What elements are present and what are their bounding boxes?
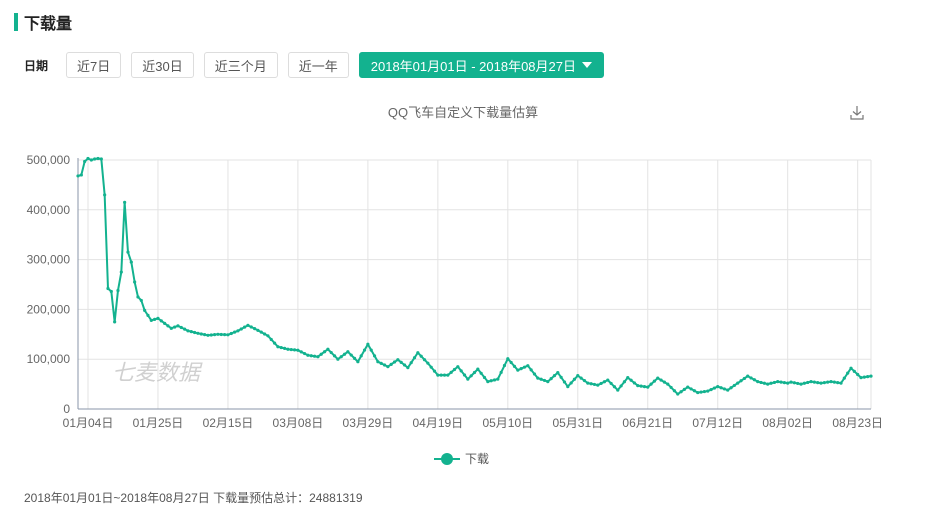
legend-marker-icon: [434, 452, 460, 465]
download-icon[interactable]: [848, 104, 866, 122]
svg-text:100,000: 100,000: [27, 352, 71, 366]
svg-text:400,000: 400,000: [27, 203, 71, 217]
date-range-picker[interactable]: 2018年01月01日 - 2018年08月27日: [358, 52, 604, 78]
svg-text:02月15日: 02月15日: [203, 416, 254, 430]
x-axis: 01月04日 01月25日 02月15日 03月08日 03月29日 04月19日 05月1…: [63, 158, 883, 430]
svg-text:0: 0: [63, 402, 70, 416]
svg-text:300,000: 300,000: [27, 253, 71, 267]
page-title: 下载量: [24, 16, 73, 33]
last-year-button[interactable]: 近一年: [287, 52, 349, 78]
svg-text:200,000: 200,000: [27, 302, 71, 316]
svg-text:07月12日: 07月12日: [692, 416, 743, 430]
svg-text:08月23日: 08月23日: [832, 416, 883, 430]
svg-text:06月21日: 06月21日: [622, 416, 673, 430]
svg-text:04月19日: 04月19日: [412, 416, 463, 430]
svg-text:01月25日: 01月25日: [133, 416, 184, 430]
svg-text:08月02日: 08月02日: [762, 416, 813, 430]
download-arrow-icon: [850, 106, 864, 120]
date-range-text: 2018年01月01日 - 2018年08月27日: [370, 58, 576, 74]
svg-text:03月29日: 03月29日: [343, 416, 394, 430]
svg-text:01月04日: 01月04日: [63, 416, 114, 430]
date-filter-row: 日期 近7日 近30日 近三个月 近一年 2018年01月01日 - 2018年…: [24, 52, 614, 78]
last-7-days-button[interactable]: 近7日: [66, 52, 122, 78]
date-filter-label: 日期: [24, 58, 49, 73]
title-accent-bar: [14, 13, 18, 31]
legend-label: 下载: [465, 452, 490, 466]
svg-text:03月08日: 03月08日: [273, 416, 324, 430]
last-3-months-button[interactable]: 近三个月: [203, 52, 278, 78]
last-30-days-button[interactable]: 近30日: [131, 52, 194, 78]
caret-down-icon: [581, 62, 592, 68]
section-header: 下载量: [14, 10, 72, 34]
watermark: 七麦数据: [112, 361, 203, 386]
svg-text:05月10日: 05月10日: [482, 416, 533, 430]
legend-item-downloads[interactable]: 下载: [434, 450, 489, 467]
download-total-summary: 2018年01月01日~2018年08月27日 下载量预估总计：24881319: [24, 491, 363, 505]
series-line-downloads[interactable]: [76, 156, 873, 396]
y-axis: 0 100,000 200,000 300,000 400,000 500,000: [27, 153, 71, 416]
chart-grid: [78, 159, 872, 409]
svg-text:05月31日: 05月31日: [552, 416, 603, 430]
svg-text:500,000: 500,000: [27, 153, 71, 167]
chart-title: QQ飞车自定义下载量估算: [387, 105, 539, 120]
